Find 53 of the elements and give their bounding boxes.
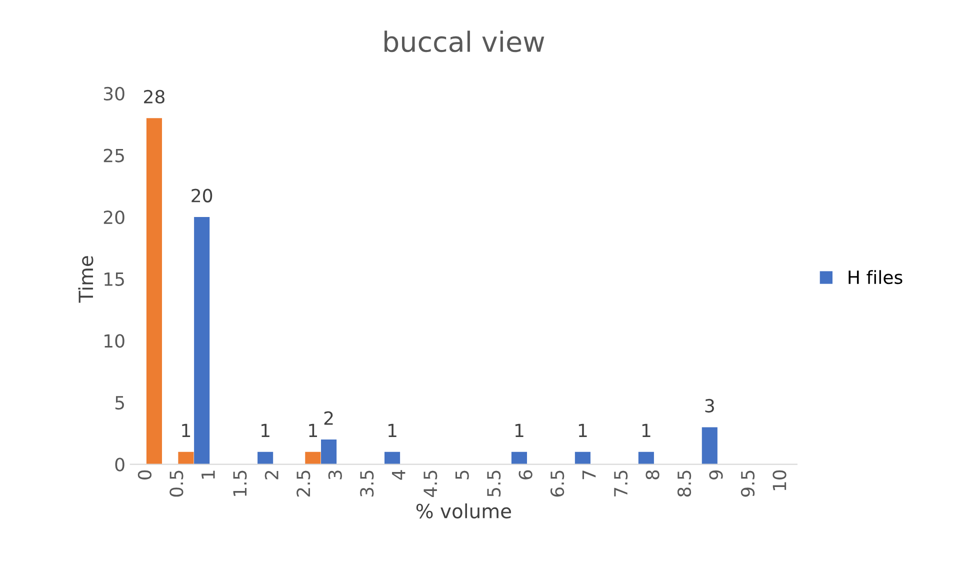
x-tick-label: 5.5 — [487, 470, 501, 496]
x-tick-label: 0.5 — [170, 470, 184, 497]
data-label: 1 — [578, 424, 587, 438]
data-label: 3 — [705, 398, 714, 413]
y-tick-label: 20 — [104, 210, 124, 224]
data-label: 1 — [309, 424, 317, 438]
y-tick-label: 25 — [104, 148, 124, 162]
data-label: 20 — [192, 188, 212, 202]
legend-label: H files — [848, 270, 902, 284]
data-label: 1 — [182, 424, 190, 438]
data-label: 1 — [388, 424, 396, 438]
bar — [194, 217, 210, 464]
x-axis-title: % volume — [416, 503, 511, 518]
bar — [178, 452, 194, 464]
data-label: 2 — [324, 411, 333, 425]
y-axis-title: Time — [78, 256, 94, 303]
data-label: 1 — [515, 424, 524, 438]
bar — [305, 452, 321, 464]
x-tick-label: 8.5 — [677, 470, 692, 497]
bar — [146, 118, 162, 464]
bar — [574, 452, 590, 464]
x-tick-label: 1.5 — [233, 470, 247, 496]
bar — [384, 452, 400, 464]
bar — [702, 427, 718, 464]
x-tick-label: 1 — [202, 470, 215, 479]
y-tick-label: 15 — [104, 272, 124, 286]
bar — [321, 440, 337, 464]
bar — [258, 452, 274, 464]
x-tick-label: 7.5 — [614, 470, 628, 496]
x-tick-label: 2 — [264, 470, 278, 480]
x-tick-label: 3.5 — [360, 470, 374, 496]
y-tick-label: 10 — [104, 334, 124, 348]
data-label: 1 — [642, 424, 650, 438]
x-tick-label: 3 — [328, 470, 342, 480]
x-tick-label: 6.5 — [550, 470, 564, 497]
x-tick-label: 4 — [392, 470, 406, 480]
x-tick-label: 5 — [456, 470, 469, 480]
y-tick-label: 5 — [115, 396, 124, 410]
bar — [638, 452, 654, 464]
data-label: 1 — [262, 424, 270, 438]
x-tick-label: 4.5 — [424, 470, 438, 497]
x-tick-label: 9 — [709, 470, 723, 480]
y-tick-label: 30 — [104, 86, 124, 101]
x-tick-label: 2.5 — [296, 470, 310, 497]
data-label: 28 — [144, 90, 164, 104]
chart-title: buccal view — [384, 30, 544, 52]
x-tick-label: 6 — [518, 470, 532, 480]
x-tick-label: 8 — [646, 470, 660, 480]
x-tick-label: 0 — [138, 470, 152, 480]
x-tick-label: 10 — [772, 470, 786, 490]
x-tick-label: 9.5 — [740, 470, 755, 497]
bar — [511, 452, 527, 464]
x-tick-label: 7 — [582, 470, 596, 480]
